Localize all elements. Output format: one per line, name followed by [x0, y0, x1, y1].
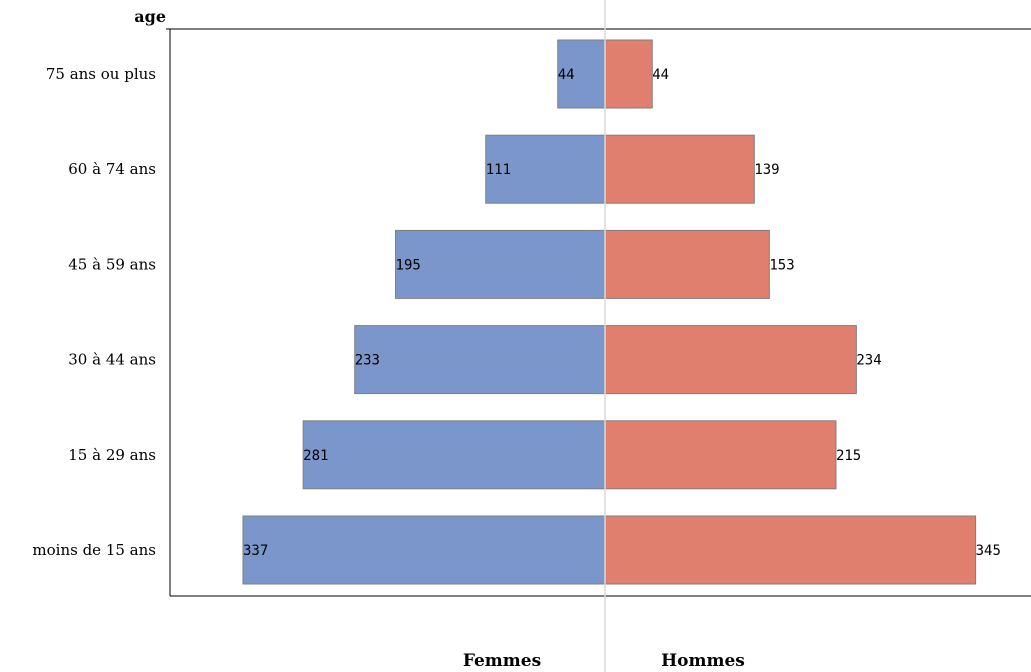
- category-label: 75 ans ou plus: [46, 65, 156, 83]
- bar-hommes: [604, 325, 857, 395]
- legend-hommes: Hommes: [661, 651, 745, 671]
- category-label: moins de 15 ans: [32, 541, 156, 559]
- value-label-hommes: 139: [754, 162, 779, 178]
- bar-femmes: [485, 134, 606, 204]
- bar-femmes: [557, 39, 606, 109]
- bar-femmes: [354, 325, 606, 395]
- value-label-hommes: 153: [769, 257, 794, 273]
- bar-hommes: [604, 134, 755, 204]
- bar-hommes: [604, 420, 837, 490]
- bar-femmes: [242, 515, 606, 585]
- bar-hommes: [604, 515, 977, 585]
- value-label-hommes: 215: [836, 448, 861, 464]
- value-label-hommes: 345: [976, 543, 1001, 559]
- bars: [242, 0, 977, 672]
- bar-femmes: [302, 420, 606, 490]
- plot-frame: [166, 28, 1031, 597]
- value-label-femmes: 233: [355, 353, 380, 369]
- value-label-femmes: 111: [486, 162, 511, 178]
- value-label-hommes: 44: [652, 67, 669, 83]
- legend-femmes: Femmes: [463, 651, 541, 671]
- bar-hommes: [604, 229, 770, 299]
- bar-hommes: [604, 39, 653, 109]
- bar-femmes: [395, 229, 606, 299]
- y-axis-title: age: [134, 7, 166, 26]
- category-label: 45 à 59 ans: [68, 255, 156, 273]
- labels: 75 ans ou plus 44 44 60 à 74 ans 111 139 45 à …: [32, 65, 1000, 559]
- category-label: 30 à 44 ans: [68, 351, 156, 369]
- category-label: 15 à 29 ans: [68, 446, 156, 464]
- value-label-femmes: 44: [558, 67, 575, 83]
- value-label-femmes: 281: [303, 448, 328, 464]
- value-label-hommes: 234: [856, 353, 881, 369]
- value-label-femmes: 195: [396, 257, 421, 273]
- value-label-femmes: 337: [243, 543, 268, 559]
- category-label: 60 à 74 ans: [68, 160, 156, 178]
